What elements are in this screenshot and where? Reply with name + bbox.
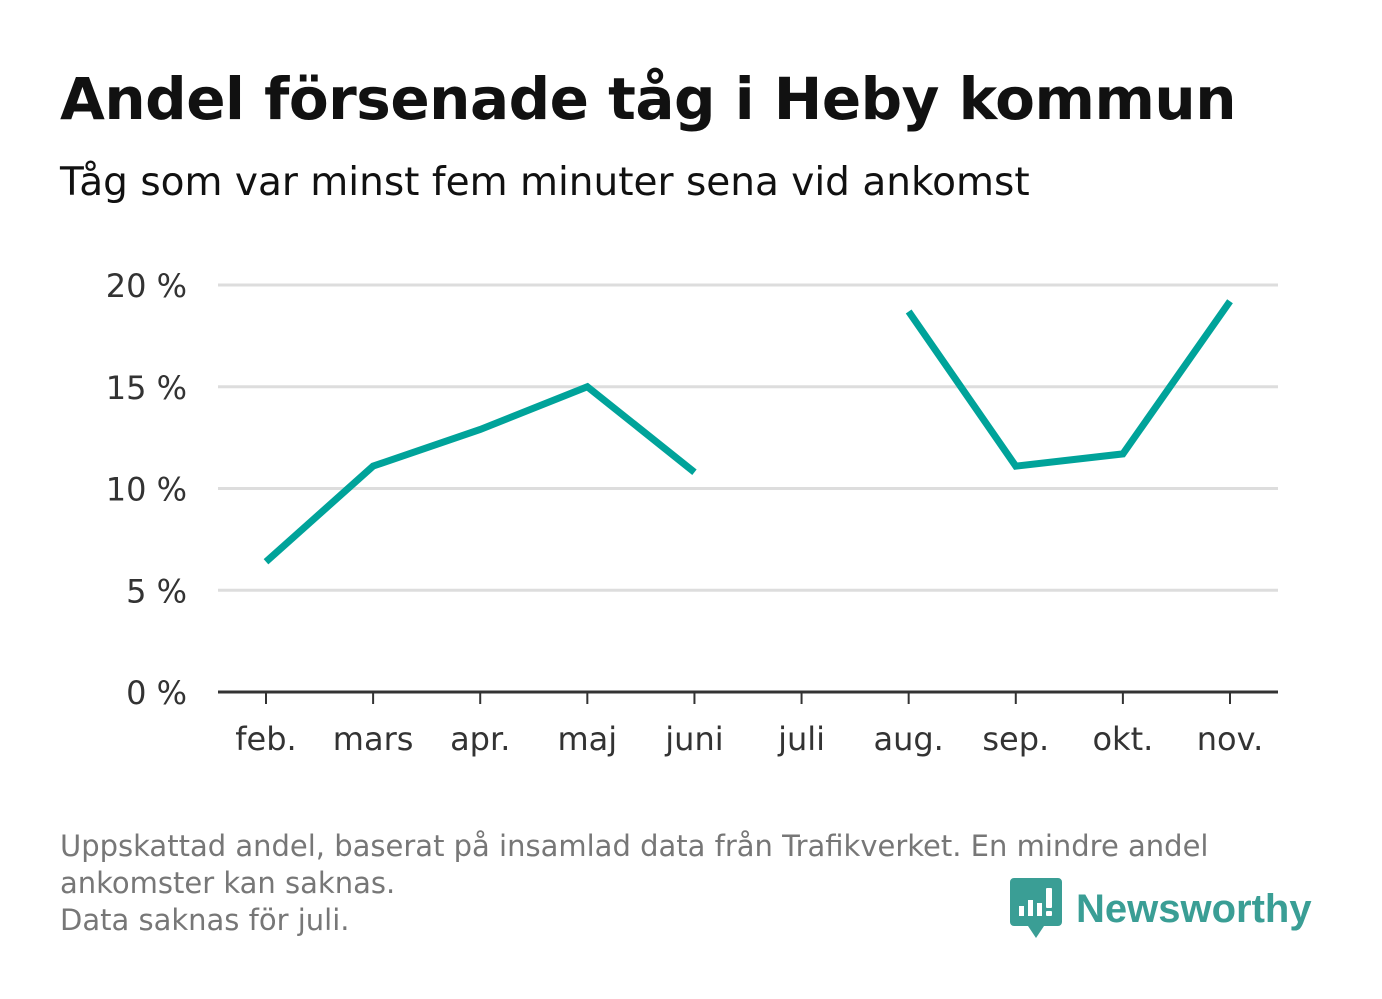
x-tick-label: maj <box>557 720 617 758</box>
x-tick-label: sep. <box>982 720 1049 758</box>
x-tick-label: juni <box>664 720 723 758</box>
x-tick-label: aug. <box>873 720 943 758</box>
grid-lines <box>218 283 1278 592</box>
y-tick-label: 15 % <box>106 369 187 407</box>
footnote-line: Uppskattad andel, baserat på insamlad da… <box>60 829 1209 863</box>
newsworthy-logo-icon <box>1010 878 1062 938</box>
y-tick-label: 10 % <box>106 471 187 509</box>
y-tick-label: 5 % <box>126 572 187 610</box>
x-axis-ticks: feb. mars apr. maj juni juli aug. sep. okt. nov. <box>235 692 1263 758</box>
series-lines <box>263 299 1233 565</box>
y-axis-ticks: 0 % 5 % 10 % 15 % 20 % <box>106 267 187 712</box>
x-tick-label: apr. <box>450 720 510 758</box>
footnote-line: Data saknas för juli. <box>60 903 350 937</box>
footnotes: Uppskattad andel, baserat på insamlad da… <box>60 828 1320 939</box>
series-line <box>263 382 697 565</box>
y-tick-label: 0 % <box>126 674 187 712</box>
series-line <box>905 299 1233 470</box>
brand-logo: Newsworthy <box>1010 878 1312 940</box>
y-tick-label: 20 % <box>106 267 187 305</box>
brand-name: Newsworthy <box>1076 886 1312 931</box>
x-tick-label: okt. <box>1092 720 1153 758</box>
x-tick-label: nov. <box>1197 720 1263 758</box>
x-tick-label: mars <box>333 720 414 758</box>
x-tick-label: feb. <box>235 720 296 758</box>
chart-subtitle: Tåg som var minst fem minuter sena vid a… <box>60 160 1030 205</box>
footnote-line: ankomster kan saknas. <box>60 866 396 900</box>
x-tick-label: juli <box>777 720 825 758</box>
chart-title: Andel försenade tåg i Heby kommun <box>60 65 1236 133</box>
line-chart: 0 % 5 % 10 % 15 % 20 % feb. mars apr. maj juni ju… <box>106 267 1278 758</box>
